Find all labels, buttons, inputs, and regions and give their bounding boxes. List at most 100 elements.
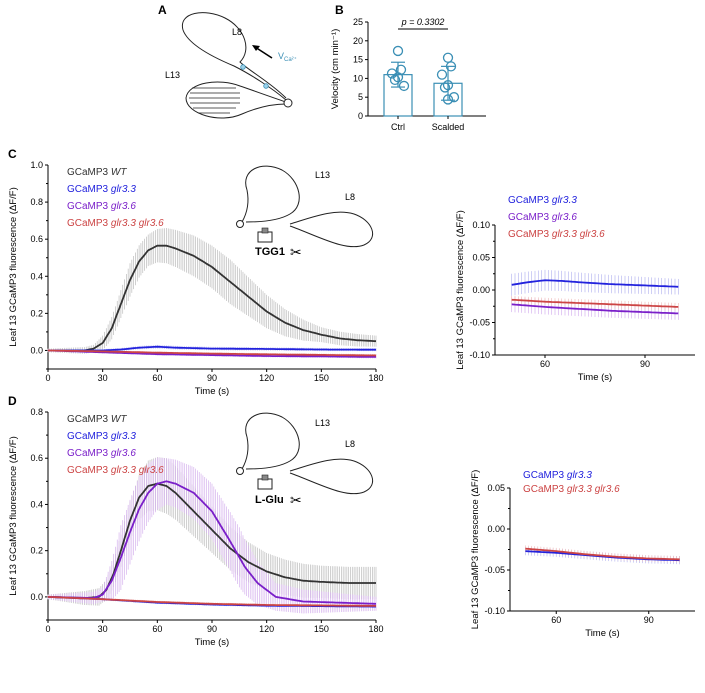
x-tick-label: 180: [368, 624, 383, 634]
series-line-g36: [511, 303, 679, 315]
x-tick-label: 180: [368, 373, 383, 383]
x-tick-label: 120: [259, 624, 274, 634]
x-tick-label: 150: [314, 624, 329, 634]
legend-entry-g36: GCaMP3 glr3.6: [67, 201, 136, 212]
x-tick-label: 30: [98, 373, 108, 383]
y-tick-label: 0.2: [30, 308, 43, 318]
chart-d-main: 0.0 0.2 0.4 0.6 0.8 0 30 60 90 120 150 180 Time (s) L…: [8, 407, 384, 648]
y-tick-label: 0.00: [487, 524, 505, 534]
y-tick-label: 0.4: [30, 271, 43, 281]
series-line-g3336: [48, 349, 377, 357]
y-tick-label: -0.05: [469, 318, 490, 328]
x-tick-label: 60: [152, 373, 162, 383]
series-line-g36: [48, 480, 376, 605]
panel-label-a: A: [158, 3, 167, 17]
legend-entry-g36: GCaMP3 glr3.6: [67, 448, 136, 459]
y-tick-label: 0.4: [30, 499, 43, 509]
schematic-d: L-Glu L13 L8 ✂: [236, 412, 374, 508]
x-tick-label: 60: [551, 615, 561, 625]
y-axis-label: Leaf 13 GCaMP3 fluorescence (ΔF/F): [8, 436, 19, 595]
leaf-label-l8: L8: [232, 27, 242, 37]
series-line-wt: [48, 244, 377, 352]
chart-c-main: 0.0 0.2 0.4 0.6 0.8 1.0 0 30 60 90 120 150 180 Time (…: [8, 160, 384, 397]
panel-label-b: B: [335, 3, 344, 17]
x-tick-label: 30: [98, 624, 108, 634]
scissors-icon: ✂: [290, 492, 302, 508]
y-axis-label: Leaf 13 GCaMP3 fluorescence (ΔF/F): [8, 187, 19, 346]
data-point: [445, 61, 457, 72]
x-tick-label: 90: [640, 359, 650, 369]
y-tick-label: 0.0: [30, 345, 43, 355]
series-line-g3336: [47, 596, 376, 607]
y-tick-label: 20: [353, 36, 363, 46]
y-tick-label: 0.8: [30, 407, 43, 417]
legend-entry-wt: GCaMP3 WT: [67, 167, 127, 178]
y-tick-label: 0.10: [472, 220, 490, 230]
x-axis-label: Time (s): [195, 386, 229, 397]
y-tick-label: 15: [353, 55, 363, 65]
y-tick-label: 0.00: [472, 285, 490, 295]
data-point: [392, 72, 404, 83]
schematic-c: TGG1 L13 L8 ✂: [236, 165, 374, 260]
y-tick-label: 0: [358, 111, 363, 121]
x-tick-label: 60: [540, 359, 550, 369]
x-tick-label: 120: [259, 373, 274, 383]
scissors-icon: ✂: [290, 244, 302, 260]
legend-entry-wt: GCaMP3 WT: [67, 414, 127, 425]
y-tick-label: -0.05: [484, 565, 505, 575]
schematic-a: L8 L13 VCa²⁺: [165, 12, 297, 119]
legend-entry-g3336: GCaMP3 glr3.3 glr3.6: [67, 218, 164, 229]
x-tick-label: 60: [152, 624, 162, 634]
x-tick-label: 0: [45, 624, 50, 634]
x-axis-label: Time (s): [585, 628, 619, 639]
leaf-label-d-l13: L13: [315, 418, 330, 428]
y-axis-label: Leaf 13 GCaMP3 fluorescence (ΔF/F): [455, 210, 466, 369]
leaf-label-c-l8: L8: [345, 192, 355, 202]
y-tick-label: 0.05: [487, 483, 505, 493]
chart-d-inset: 0.05 0.00 -0.05 -0.10 60 90 Time (s) Leaf 13 GC…: [470, 470, 695, 639]
velocity-label: VCa²⁺: [278, 51, 297, 63]
leaf-label-d-l8: L8: [345, 439, 355, 449]
legend-entry-g33: GCaMP3 glr3.3: [523, 470, 592, 481]
chart-b: 0 5 10 15 20 25 Ctrl Scalded p = 0.3302 Velocity …: [330, 17, 486, 132]
data-point: [442, 94, 454, 105]
legend-entry-g3336: GCaMP3 glr3.3 glr3.6: [508, 229, 605, 240]
panel-label-d: D: [8, 394, 17, 408]
y-axis-label: Velocity (cm min⁻¹): [330, 29, 341, 110]
data-point: [436, 69, 448, 80]
y-axis-label: Leaf 13 GCaMP3 fluorescence (ΔF/F): [470, 470, 481, 629]
y-tick-label: 0.6: [30, 453, 43, 463]
y-tick-label: 25: [353, 17, 363, 27]
x-axis-label: Time (s): [578, 372, 612, 383]
legend-entry-g3336: GCaMP3 glr3.3 glr3.6: [523, 484, 620, 495]
legend-entry-g33: GCaMP3 glr3.3: [508, 195, 577, 206]
y-tick-label: 0.8: [30, 197, 43, 207]
series-line-g33: [511, 279, 679, 288]
legend-entry-g36: GCaMP3 glr3.6: [508, 212, 577, 223]
series-line-g3336: [525, 547, 680, 561]
data-point: [439, 82, 451, 93]
x-tick-label: Ctrl: [391, 122, 405, 132]
x-tick-label: 90: [207, 624, 217, 634]
y-tick-label: 0.05: [472, 253, 490, 263]
y-tick-label: 0.2: [30, 546, 43, 556]
y-tick-label: 10: [353, 73, 363, 83]
x-axis-label: Time (s): [195, 637, 229, 648]
y-tick-label: -0.10: [469, 350, 490, 360]
x-tick-label: 150: [314, 373, 329, 383]
chart-c-inset: 0.10 0.05 0.00 -0.05 -0.10 60 90 Time (s) Leaf 1…: [455, 195, 695, 383]
legend-entry-g3336: GCaMP3 glr3.3 glr3.6: [67, 465, 164, 476]
x-tick-label: 90: [644, 615, 654, 625]
leaf-label-l13: L13: [165, 70, 180, 80]
data-point: [448, 92, 460, 103]
panel-label-c: C: [8, 147, 17, 161]
x-tick-label: 0: [45, 373, 50, 383]
data-point: [392, 45, 404, 57]
data-point: [389, 74, 401, 86]
data-point: [442, 80, 454, 91]
legend-entry-g33: GCaMP3 glr3.3: [67, 184, 136, 195]
series-line-g3336: [511, 298, 679, 308]
x-tick-label: 90: [207, 373, 217, 383]
y-tick-label: -0.10: [484, 606, 505, 616]
